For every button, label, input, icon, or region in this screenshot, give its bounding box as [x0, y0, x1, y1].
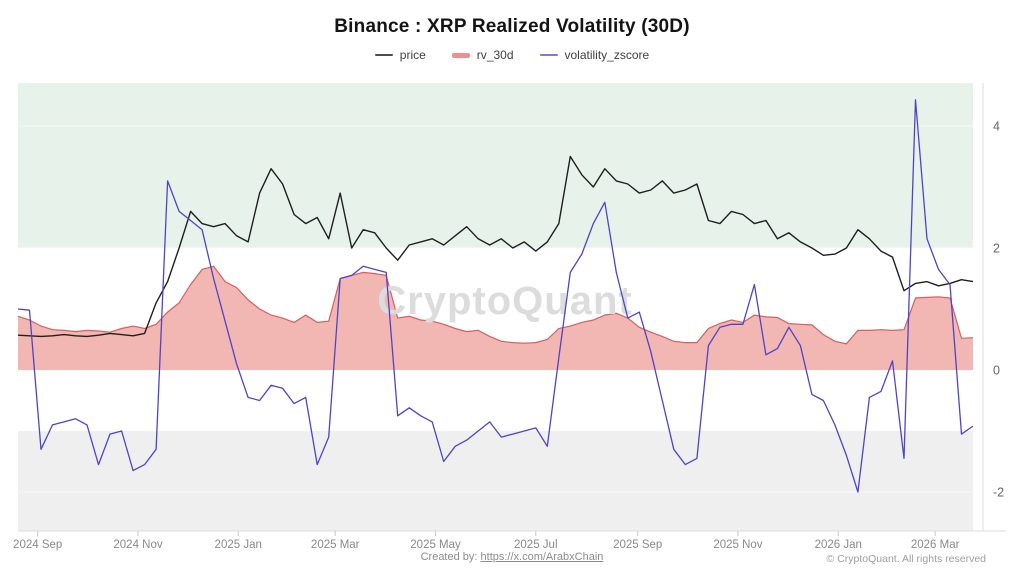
y-tick-label: 2 [993, 242, 1000, 256]
price-line [17, 155, 974, 338]
legend-item-volatility-zscore[interactable]: volatility_zscore [539, 48, 650, 62]
legend-item-price[interactable]: price [374, 48, 426, 62]
creator-link[interactable]: https://x.com/ArabxChain [480, 551, 604, 563]
x-tick-label: 2026 Mar [911, 539, 960, 551]
zscore-legend-swatch-icon [539, 54, 558, 56]
legend-label-price: price [399, 48, 426, 62]
band-below-minus1 [18, 431, 973, 531]
x-tick-label: 2025 Sep [613, 539, 662, 551]
rv30d-legend-swatch-icon [451, 52, 470, 58]
copyright-text: © CryptoQuant. All rights reserved [826, 553, 986, 565]
created-by-text: Created by: https://x.com/ArabxChain [0, 551, 1024, 563]
x-tick-label: 2025 May [410, 539, 461, 551]
y-tick-label: -2 [993, 486, 1004, 500]
y-tick-label: 0 [993, 364, 1000, 378]
y-tick-label: 4 [993, 120, 1000, 134]
rv30d-area [18, 266, 973, 370]
x-tick-label: 2026 Jan [815, 539, 862, 551]
watermark-text: CryptoQuant [377, 279, 632, 323]
x-tick-label: 2025 Jan [215, 539, 262, 551]
legend-item-rv30d[interactable]: rv_30d [451, 48, 514, 62]
legend-label-volatility-zscore: volatility_zscore [564, 48, 650, 62]
x-tick-label: 2024 Nov [113, 539, 162, 551]
x-tick-label: 2025 Nov [713, 539, 762, 551]
x-tick-label: 2025 Jul [514, 539, 557, 551]
chart-title: Binance : XRP Realized Volatility (30D) [334, 16, 690, 37]
legend-label-rv30d: rv_30d [476, 48, 514, 62]
price-legend-swatch-icon [374, 54, 393, 56]
band-above-2 [18, 83, 973, 248]
rv30d-top-line [17, 265, 974, 345]
chart-legend: price rv_30d volatility_zscore [0, 48, 1024, 62]
volatility_zscore-line [17, 99, 974, 493]
x-tick-label: 2025 Mar [311, 539, 360, 551]
created-by-prefix: Created by: [420, 551, 481, 563]
x-tick-label: 2024 Sep [13, 539, 62, 551]
